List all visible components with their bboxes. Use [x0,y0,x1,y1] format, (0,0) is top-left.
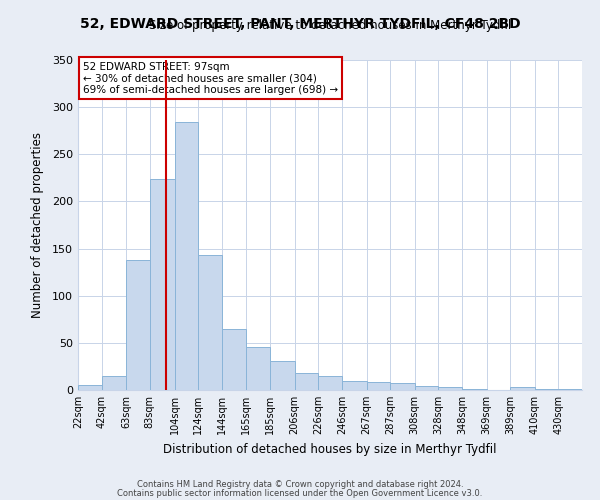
Text: Contains HM Land Registry data © Crown copyright and database right 2024.: Contains HM Land Registry data © Crown c… [137,480,463,489]
Bar [390,384,415,390]
Bar [101,376,126,390]
Bar [175,122,198,390]
Bar [439,387,462,390]
Bar [78,386,101,390]
Bar [559,389,582,390]
Y-axis label: Number of detached properties: Number of detached properties [31,132,44,318]
Text: Contains public sector information licensed under the Open Government Licence v3: Contains public sector information licen… [118,489,482,498]
Bar [415,386,439,390]
Bar [247,346,270,390]
Title: Size of property relative to detached houses in Merthyr Tydfil: Size of property relative to detached ho… [149,20,511,32]
Bar [342,380,367,390]
Text: 52 EDWARD STREET: 97sqm
← 30% of detached houses are smaller (304)
69% of semi-d: 52 EDWARD STREET: 97sqm ← 30% of detache… [83,62,338,95]
Bar [198,255,221,390]
Bar [295,373,318,390]
Bar [535,389,559,390]
Bar [270,361,295,390]
Bar [126,260,150,390]
Text: 52, EDWARD STREET, PANT, MERTHYR TYDFIL, CF48 2BD: 52, EDWARD STREET, PANT, MERTHYR TYDFIL,… [80,18,520,32]
Bar [510,387,535,390]
Bar [150,179,175,390]
Bar [367,382,390,390]
X-axis label: Distribution of detached houses by size in Merthyr Tydfil: Distribution of detached houses by size … [163,442,497,456]
Bar [318,376,342,390]
Bar [462,389,487,390]
Bar [221,328,247,390]
